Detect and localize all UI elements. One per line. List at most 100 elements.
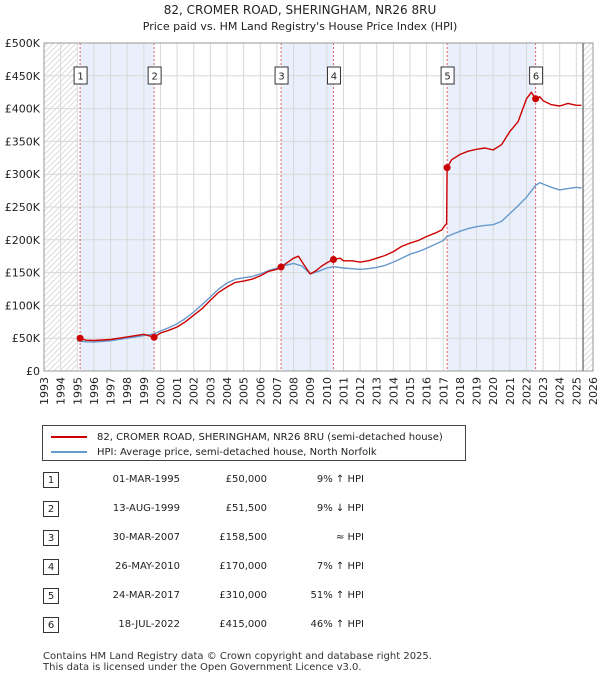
transaction-price: £51,500 <box>225 503 267 514</box>
transaction-point <box>443 164 451 172</box>
transaction-point <box>277 263 285 271</box>
marker-label: 6 <box>533 72 539 83</box>
x-tick-label: 1993 <box>38 377 51 405</box>
transaction-price: £158,500 <box>219 532 267 543</box>
transaction-date: 18-JUL-2022 <box>118 619 180 630</box>
marker-label: 4 <box>331 72 337 83</box>
footer-licence: This data is licensed under the Open Gov… <box>43 662 362 673</box>
chart-title: 82, CROMER ROAD, SHERINGHAM, NR26 8RU <box>164 3 437 17</box>
y-tick-label: £350K <box>5 135 41 148</box>
x-tick-label: 2019 <box>471 377 484 405</box>
chart-subtitle: Price paid vs. HM Land Registry's House … <box>143 20 458 33</box>
marker-label: 2 <box>151 72 157 83</box>
x-tick-label: 2020 <box>487 377 500 405</box>
x-tick-label: 2022 <box>520 377 533 405</box>
transaction-hpi-comparison: 9% ↓ HPI <box>316 503 364 514</box>
x-tick-label: 2014 <box>387 377 400 405</box>
legend-swatch-hpi <box>51 451 87 453</box>
transaction-price: £50,000 <box>225 474 267 485</box>
x-tick-label: 1998 <box>121 377 134 405</box>
table-row: 4 26-MAY-2010 £170,000 7% ↑ HPI <box>40 559 400 588</box>
transaction-number-badge: 4 <box>43 559 59 575</box>
marker-label-box <box>529 66 544 85</box>
y-tick-label: £250K <box>5 201 41 214</box>
x-tick-label: 2006 <box>254 377 267 405</box>
x-tick-label: 1994 <box>55 377 68 405</box>
x-tick-label: 2010 <box>321 377 334 405</box>
transaction-date: 01-MAR-1995 <box>112 474 180 485</box>
x-tick-label: 2026 <box>587 377 600 405</box>
chart-legend: 82, CROMER ROAD, SHERINGHAM, NR26 8RU (s… <box>42 425 466 461</box>
transaction-hpi-comparison: 51% ↑ HPI <box>310 590 364 601</box>
x-tick-label: 1995 <box>71 377 84 405</box>
transaction-number-badge: 5 <box>43 588 59 604</box>
transaction-hpi-comparison: ≈ HPI <box>335 532 364 543</box>
transaction-date: 26-MAY-2010 <box>114 561 180 572</box>
transaction-price: £310,000 <box>219 590 267 601</box>
series-line-property <box>77 91 582 342</box>
transaction-date: 24-MAR-2017 <box>112 590 180 601</box>
transaction-number-badge: 1 <box>43 472 59 488</box>
x-tick-label: 1996 <box>88 377 101 405</box>
table-row: 2 13-AUG-1999 £51,500 9% ↓ HPI <box>40 501 400 530</box>
transaction-point <box>76 334 84 342</box>
transaction-point <box>150 333 158 341</box>
transaction-hpi-comparison: 46% ↑ HPI <box>310 619 364 630</box>
transaction-number-badge: 6 <box>43 617 59 633</box>
transaction-hpi-comparison: 9% ↑ HPI <box>316 474 364 485</box>
legend-swatch-property <box>51 436 87 438</box>
x-tick-label: 2018 <box>454 377 467 405</box>
legend-label-property: 82, CROMER ROAD, SHERINGHAM, NR26 8RU (s… <box>97 431 443 443</box>
series-line-hpi <box>77 182 582 343</box>
x-tick-label: 2004 <box>221 377 234 405</box>
x-tick-label: 2005 <box>238 377 251 405</box>
marker-label: 3 <box>278 72 284 83</box>
x-tick-label: 2017 <box>437 377 450 405</box>
y-tick-label: £400K <box>5 103 41 116</box>
x-tick-label: 2016 <box>421 377 434 405</box>
x-tick-label: 2009 <box>304 377 317 405</box>
x-tick-label: 2007 <box>271 377 284 405</box>
table-row: 5 24-MAR-2017 £310,000 51% ↑ HPI <box>40 588 400 617</box>
price-chart: 82, CROMER ROAD, SHERINGHAM, NR26 8RU Pri… <box>5 3 600 405</box>
legend-item-property: 82, CROMER ROAD, SHERINGHAM, NR26 8RU (s… <box>51 429 443 445</box>
marker-label-box <box>274 66 289 85</box>
y-tick-label: £50K <box>12 332 41 345</box>
transactions-table: 1 01-MAR-1995 £50,000 9% ↑ HPI 2 13-AUG-… <box>40 472 400 646</box>
plot-frame <box>43 42 594 372</box>
x-tick-label: 2015 <box>404 377 417 405</box>
footer-copyright: Contains HM Land Registry data © Crown c… <box>43 651 432 662</box>
x-tick-label: 2013 <box>371 377 384 405</box>
x-tick-label: 2021 <box>504 377 517 405</box>
x-tick-label: 2025 <box>570 377 583 405</box>
transaction-price: £415,000 <box>219 619 267 630</box>
marker-label-box <box>73 66 88 85</box>
x-tick-label: 2008 <box>288 377 301 405</box>
x-tick-label: 2024 <box>554 377 567 405</box>
table-row: 3 30-MAR-2007 £158,500 ≈ HPI <box>40 530 400 559</box>
x-tick-label: 2001 <box>171 377 184 405</box>
transaction-date: 30-MAR-2007 <box>112 532 180 543</box>
y-tick-label: £450K <box>5 70 41 83</box>
x-tick-label: 2003 <box>204 377 217 405</box>
x-tick-label: 1997 <box>105 377 118 405</box>
marker-label: 5 <box>444 72 450 83</box>
transaction-date: 13-AUG-1999 <box>112 503 180 514</box>
y-tick-label: £150K <box>5 267 41 280</box>
marker-label-box <box>147 66 162 85</box>
y-tick-label: £500K <box>5 37 41 50</box>
x-tick-label: 1999 <box>138 377 151 405</box>
transaction-number-badge: 3 <box>43 530 59 546</box>
legend-label-hpi: HPI: Average price, semi-detached house,… <box>97 446 377 458</box>
table-row: 6 18-JUL-2022 £415,000 46% ↑ HPI <box>40 617 400 646</box>
marker-label: 1 <box>77 72 83 83</box>
y-tick-label: £200K <box>5 234 41 247</box>
x-tick-label: 2002 <box>188 377 201 405</box>
x-tick-label: 2023 <box>537 377 550 405</box>
table-row: 1 01-MAR-1995 £50,000 9% ↑ HPI <box>40 472 400 501</box>
y-tick-label: £300K <box>5 168 41 181</box>
y-tick-label: £100K <box>5 299 41 312</box>
transaction-number-badge: 2 <box>43 501 59 517</box>
x-tick-label: 2011 <box>337 377 350 405</box>
marker-label-box <box>326 66 341 85</box>
